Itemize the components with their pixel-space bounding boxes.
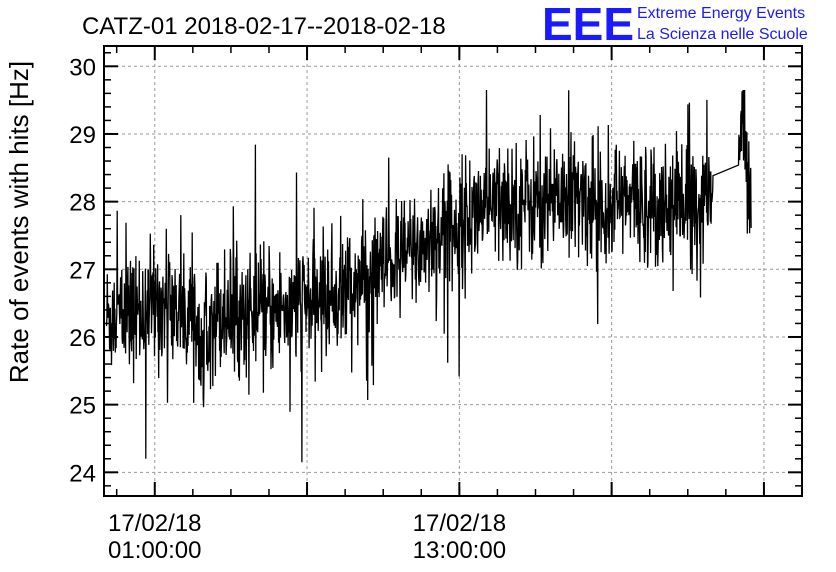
y-tick-label: 25	[69, 393, 96, 420]
y-tick-label: 28	[69, 190, 96, 217]
x-tick-label-time: 01:00:00	[108, 537, 201, 564]
logo-line2: La Scienza nelle Scuole	[637, 26, 808, 43]
y-tick-label: 26	[69, 325, 96, 352]
x-tick-label-date: 17/02/18	[108, 510, 201, 537]
series	[105, 89, 752, 463]
grid	[104, 46, 802, 496]
ticks	[104, 46, 803, 496]
x-tick-label-time: 13:00:00	[413, 537, 506, 564]
y-tick-label: 24	[69, 460, 96, 487]
logo: EEE Extreme Energy Events La Scienza nel…	[542, 0, 808, 50]
series-line	[105, 89, 752, 463]
chart-title: CATZ-01 2018-02-17--2018-02-18	[82, 13, 446, 40]
x-tick-label-date: 17/02/18	[413, 510, 506, 537]
logo-mark: EEE	[542, 0, 634, 50]
y-tick-label: 30	[69, 54, 96, 81]
y-axis-label: Rate of events with hits [Hz]	[4, 61, 34, 383]
tick-labels: 2425262728293017/02/1801:00:0017/02/1813…	[69, 54, 506, 564]
y-tick-label: 29	[69, 122, 96, 149]
plot-frame	[103, 45, 803, 497]
y-tick-label: 27	[69, 257, 96, 284]
logo-line1: Extreme Energy Events	[637, 5, 805, 22]
